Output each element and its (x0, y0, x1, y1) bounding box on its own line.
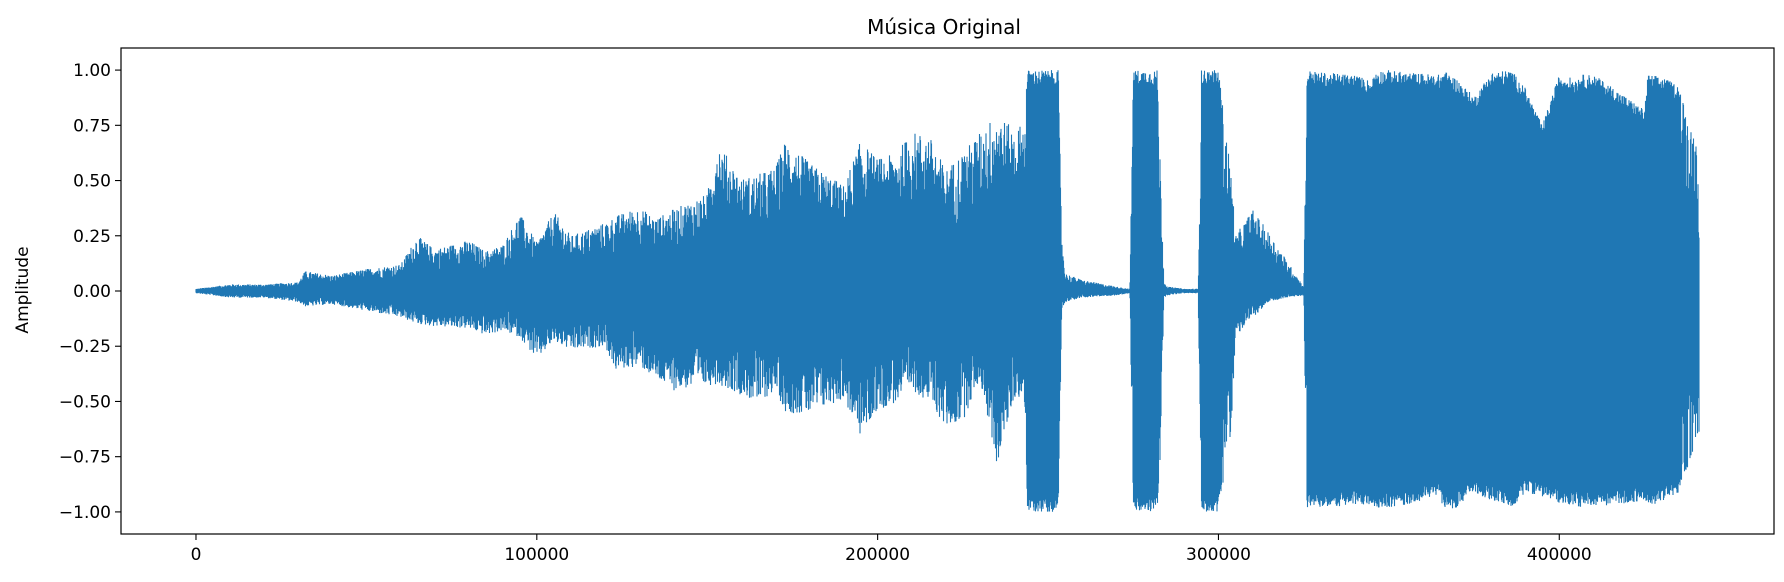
y-tick-label: 0.50 (73, 172, 111, 192)
x-tick-label: 300000 (1186, 545, 1251, 565)
y-tick-label: 1.00 (73, 61, 111, 81)
plot-area (195, 70, 1700, 512)
x-tick-label: 0 (191, 545, 202, 565)
y-tick-label: −0.50 (59, 392, 111, 412)
y-tick-label: 0.75 (73, 116, 111, 136)
waveform-series-0 (195, 70, 1700, 512)
y-tick-label: −0.25 (59, 337, 111, 357)
chart-title: Música Original (867, 15, 1021, 39)
x-tick-label: 400000 (1527, 545, 1592, 565)
y-axis: 1.00 0.75 0.50 0.25 0.00 −0.25 −0.50 −0.75 −1.00 (59, 61, 121, 523)
x-tick-label: 100000 (504, 545, 569, 565)
y-tick-label: −1.00 (59, 503, 111, 523)
y-tick-label: 0.00 (73, 282, 111, 302)
y-tick-label: 0.25 (73, 227, 111, 247)
y-tick-label: −0.75 (59, 448, 111, 468)
x-tick-label: 200000 (845, 545, 910, 565)
x-axis: 0 100000 200000 300000 400000 (191, 534, 1592, 565)
y-axis-label: Amplitude (13, 246, 33, 333)
